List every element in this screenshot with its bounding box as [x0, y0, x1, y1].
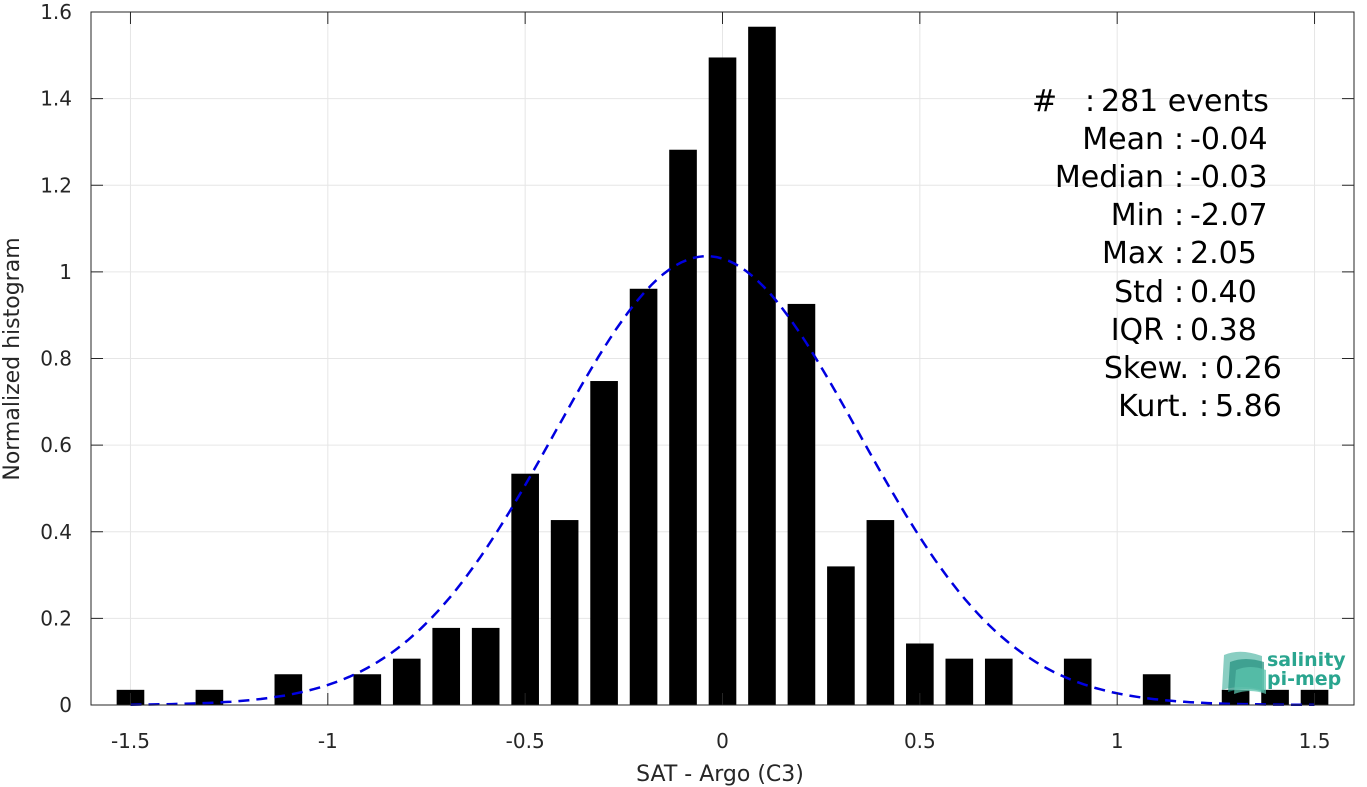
- stats-value-1: -0.04: [1190, 122, 1268, 157]
- bar-10: [629, 288, 658, 705]
- stats-value-5: 0.40: [1190, 275, 1257, 310]
- x-tick-label-3: 0: [716, 729, 729, 753]
- stats-colon-8: :: [1199, 389, 1209, 424]
- stats-colon-4: :: [1174, 236, 1184, 271]
- bar-15: [827, 566, 855, 705]
- x-tick-label-0: -1.5: [111, 729, 150, 753]
- stats-colon-7: :: [1199, 351, 1209, 386]
- stats-label-8: Kurt.: [1118, 389, 1189, 424]
- bar-5: [432, 627, 461, 705]
- logo-text-line1: salinity: [1267, 649, 1346, 671]
- y-tick-label-8: 1.6: [40, 0, 72, 24]
- bar-16: [866, 520, 895, 705]
- logo-text-line2: pi-mep: [1267, 668, 1341, 690]
- stats-colon-3: :: [1174, 198, 1184, 233]
- y-tick-labels: 0 0.2 0.4 0.6 0.8 1 1.2 1.4 1.6: [40, 0, 72, 717]
- stats-colon-0: :: [1085, 84, 1095, 119]
- bar-12: [708, 57, 737, 705]
- stats-label-1: Mean: [1082, 122, 1164, 157]
- x-tick-labels: -1.5 -1 -0.5 0 0.5 1 1.5: [111, 729, 1330, 753]
- y-tick-label-6: 1.2: [40, 173, 72, 197]
- stats-label-5: Std: [1114, 275, 1164, 310]
- stats-label-6: IQR: [1111, 313, 1164, 348]
- stats-value-8: 5.86: [1215, 389, 1282, 424]
- x-tick-label-1: -1: [318, 729, 338, 753]
- y-tick-label-5: 1: [59, 260, 72, 284]
- x-tick-label-5: 1: [1111, 729, 1124, 753]
- y-tick-label-3: 0.6: [40, 433, 72, 457]
- y-tick-label-1: 0.2: [40, 606, 72, 630]
- salinity-pi-mep-logo: salinity pi-mep: [1222, 649, 1346, 694]
- x-tick-label-4: 0.5: [904, 729, 936, 753]
- stats-label-0: #: [1032, 84, 1057, 119]
- y-tick-label-2: 0.4: [40, 520, 72, 544]
- bar-9: [590, 381, 618, 705]
- bar-23: [1261, 689, 1289, 705]
- stats-value-0: 281 events: [1101, 84, 1269, 119]
- bar-13: [748, 26, 776, 705]
- bar-2: [274, 674, 303, 705]
- bar-11: [669, 149, 697, 705]
- stats-label-2: Median: [1055, 160, 1164, 195]
- stats-value-6: 0.38: [1190, 313, 1257, 348]
- stats-value-2: -0.03: [1190, 160, 1268, 195]
- bar-19: [984, 658, 1013, 705]
- stats-label-7: Skew.: [1104, 351, 1189, 386]
- x-tick-label-2: -0.5: [506, 729, 545, 753]
- bar-6: [471, 627, 500, 705]
- y-axis-label: Normalized histogram: [0, 237, 25, 480]
- x-tick-label-6: 1.5: [1299, 729, 1331, 753]
- bar-22: [1221, 689, 1250, 705]
- x-axis-label: SAT - Argo (C3): [636, 762, 804, 787]
- bar-1: [195, 689, 224, 705]
- stats-value-4: 2.05: [1190, 236, 1257, 271]
- stats-colon-2: :: [1174, 160, 1184, 195]
- axes: [90, 11, 1355, 706]
- y-tick-label-0: 0: [59, 693, 72, 717]
- bars: [116, 26, 1329, 705]
- bar-3: [353, 674, 382, 705]
- stats-colon-5: :: [1174, 275, 1184, 310]
- bar-14: [787, 303, 816, 705]
- stats-value-7: 0.26: [1215, 351, 1282, 386]
- y-tick-label-7: 1.4: [40, 87, 72, 111]
- bar-4: [392, 658, 421, 705]
- stats-value-3: -2.07: [1190, 198, 1268, 233]
- logo-mark-icon: [1222, 651, 1266, 694]
- stats-label-4: Max: [1102, 236, 1164, 271]
- y-tick-label-4: 0.8: [40, 347, 72, 371]
- stats-label-3: Min: [1111, 198, 1164, 233]
- stats-colon-1: :: [1174, 122, 1184, 157]
- bar-18: [945, 658, 974, 705]
- bar-7: [511, 473, 539, 705]
- bar-8: [550, 520, 579, 705]
- stats-colon-6: :: [1174, 313, 1184, 348]
